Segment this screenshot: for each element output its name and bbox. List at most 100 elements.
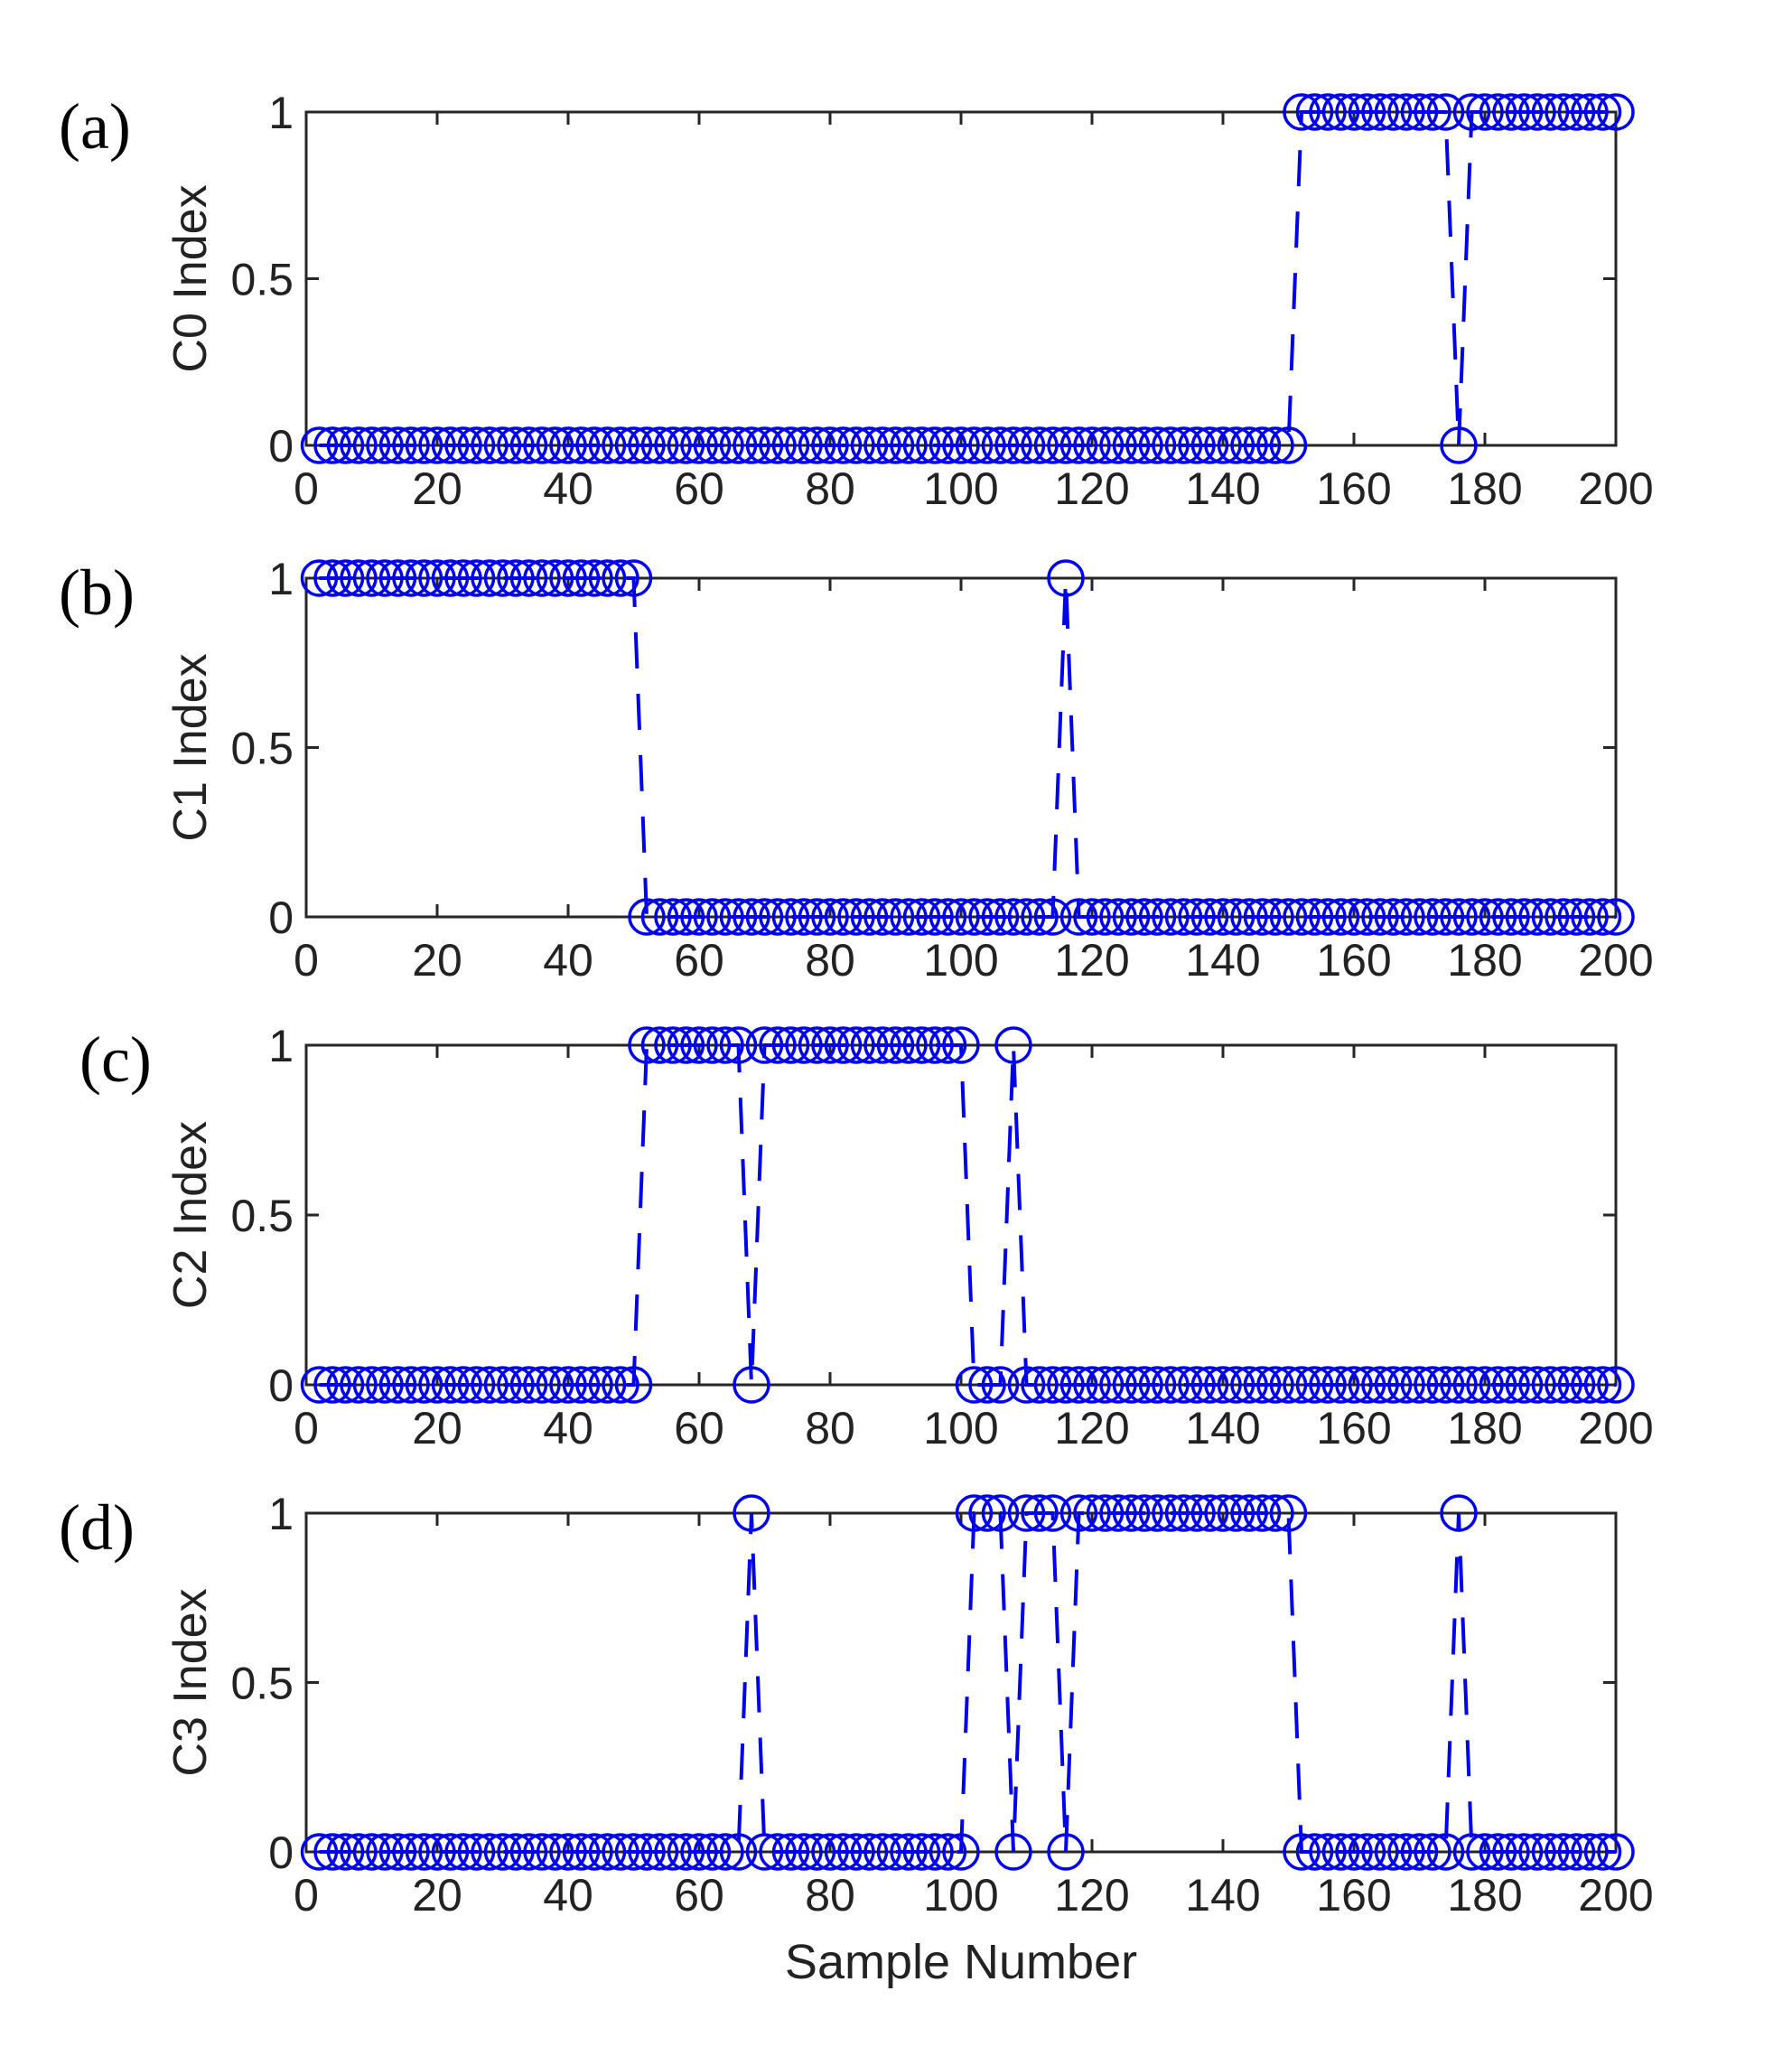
- data-point: [1099, 898, 1137, 936]
- x-tick-label: 200: [1578, 1403, 1653, 1453]
- data-point: [497, 1366, 535, 1404]
- data-point: [955, 426, 994, 464]
- data-point: [1557, 1833, 1596, 1871]
- data-point: [1059, 1366, 1098, 1404]
- data-point: [680, 898, 718, 936]
- data-point: [890, 898, 928, 936]
- data-point: [824, 426, 863, 464]
- data-point: [1283, 1833, 1321, 1871]
- data-point: [1059, 898, 1098, 936]
- data-point: [1400, 1833, 1439, 1871]
- y-axis-label: C1 Index: [164, 653, 217, 841]
- data-point: [1125, 1494, 1163, 1532]
- data-point: [536, 426, 574, 464]
- data-point: [1217, 1494, 1255, 1532]
- data-point: [1531, 93, 1570, 131]
- data-point: [1361, 898, 1399, 936]
- data-point: [1452, 93, 1491, 131]
- data-point: [1597, 898, 1635, 936]
- x-tick-label: 120: [1054, 1403, 1129, 1453]
- data-point: [916, 898, 954, 936]
- data-point: [509, 426, 548, 464]
- data-point: [300, 426, 339, 464]
- data-point: [418, 559, 456, 597]
- data-point: [811, 1026, 849, 1064]
- data-point: [1583, 1833, 1622, 1871]
- data-point: [1217, 1366, 1255, 1404]
- data-point: [1112, 1366, 1151, 1404]
- data-point: [640, 1026, 679, 1064]
- data-point: [693, 898, 732, 936]
- data-point: [850, 1833, 889, 1871]
- data-point: [759, 1026, 797, 1064]
- data-point: [863, 898, 901, 936]
- data-point: [549, 559, 587, 597]
- data-point: [1283, 898, 1321, 936]
- data-point: [549, 1833, 587, 1871]
- data-point: [890, 1026, 928, 1064]
- data-point: [418, 426, 456, 464]
- data-point: [1047, 426, 1085, 464]
- data-point: [1007, 898, 1046, 936]
- data-point: [1492, 1366, 1530, 1404]
- data-point: [326, 426, 365, 464]
- data-point: [1571, 93, 1609, 131]
- data-point: [523, 426, 561, 464]
- data-point: [418, 1366, 456, 1404]
- data-point: [706, 1026, 744, 1064]
- data-point: [562, 1833, 601, 1871]
- data-point: [1414, 1366, 1451, 1404]
- data-point: [483, 1833, 522, 1871]
- data-point: [602, 1833, 639, 1871]
- data-point: [1505, 93, 1544, 131]
- data-point: [693, 1833, 732, 1871]
- data-point: [1309, 1833, 1347, 1871]
- data-point: [745, 898, 784, 936]
- data-point: [902, 426, 941, 464]
- x-tick-label: 20: [412, 1403, 462, 1453]
- data-point: [444, 1366, 482, 1404]
- data-point: [968, 1494, 1006, 1532]
- data-point: [1099, 1366, 1137, 1404]
- data-point: [1531, 1833, 1570, 1871]
- data-point: [968, 898, 1006, 936]
- data-point: [1426, 1833, 1465, 1871]
- y-tick-label: 0: [268, 1360, 294, 1411]
- x-tick-label: 140: [1185, 1870, 1260, 1921]
- data-point: [771, 898, 810, 936]
- data-point: [1387, 1366, 1425, 1404]
- data-point: [1256, 1494, 1294, 1532]
- data-point: [1138, 1366, 1177, 1404]
- data-point: [444, 559, 482, 597]
- x-tick-label: 60: [674, 1870, 724, 1921]
- data-point: [1426, 898, 1465, 936]
- data-point: [457, 559, 496, 597]
- x-tick-label: 200: [1578, 463, 1653, 514]
- data-point: [1152, 1366, 1190, 1404]
- data-point: [850, 1026, 889, 1064]
- data-point: [759, 1833, 797, 1871]
- data-point: [680, 1833, 718, 1871]
- data-point: [1479, 1833, 1517, 1871]
- y-axis-label: C0 Index: [164, 184, 217, 372]
- data-point: [745, 1026, 784, 1064]
- data-point: [863, 1833, 901, 1871]
- data-point: [706, 898, 744, 936]
- data-point: [1452, 1366, 1491, 1404]
- data-point: [1335, 1366, 1373, 1404]
- data-point: [523, 1833, 561, 1871]
- y-tick-label: 0.5: [230, 1659, 294, 1709]
- data-point: [628, 898, 666, 936]
- data-point: [654, 898, 692, 936]
- data-point: [497, 426, 535, 464]
- data-point: [1309, 1366, 1347, 1404]
- x-tick-label: 160: [1316, 1403, 1391, 1453]
- x-tick-label: 40: [543, 1870, 593, 1921]
- axes-box: [304, 1043, 1618, 1387]
- data-point: [837, 426, 875, 464]
- data-point: [837, 1026, 875, 1064]
- data-point: [1021, 426, 1059, 464]
- data-point: [471, 1833, 509, 1871]
- data-point: [1086, 1366, 1125, 1404]
- data-point: [352, 1833, 391, 1871]
